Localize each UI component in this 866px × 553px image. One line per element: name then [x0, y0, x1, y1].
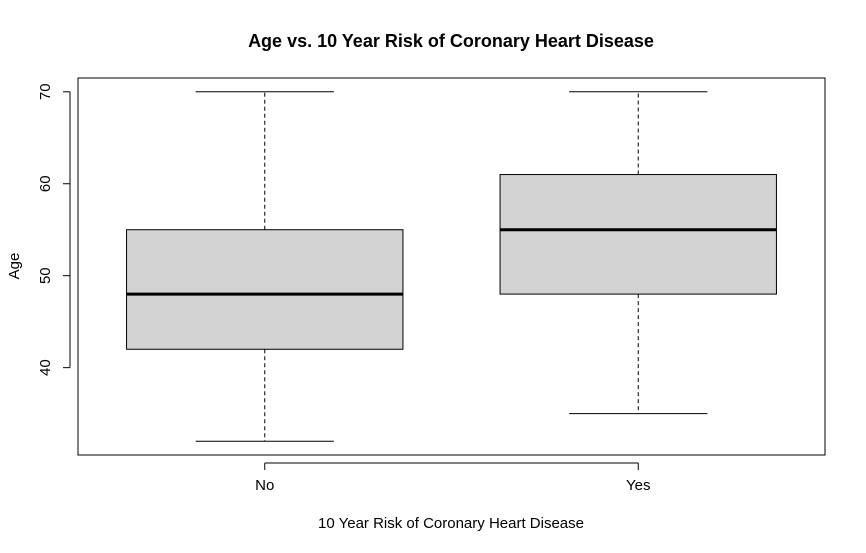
y-tick-label-60: 60 — [37, 175, 54, 192]
boxes-layer — [126, 91, 777, 442]
box-group-no — [126, 91, 404, 442]
y-axis-label: Age — [6, 253, 23, 280]
y-tick-label-40: 40 — [37, 359, 54, 376]
y-axis: 40 50 60 70 — [37, 83, 71, 376]
x-tick-label-yes: Yes — [626, 477, 650, 494]
plot-frame — [77, 77, 826, 456]
x-axis: No Yes — [255, 462, 650, 494]
iqr-box-no — [126, 229, 404, 350]
chart-title: Age vs. 10 Year Risk of Coronary Heart D… — [248, 31, 654, 51]
x-axis-label: 10 Year Risk of Coronary Heart Disease — [318, 515, 584, 532]
x-tick-label-no: No — [255, 477, 274, 494]
box-group-yes — [499, 91, 777, 415]
y-tick-label-50: 50 — [37, 267, 54, 284]
y-tick-label-70: 70 — [37, 83, 54, 100]
iqr-box-yes — [499, 174, 777, 295]
